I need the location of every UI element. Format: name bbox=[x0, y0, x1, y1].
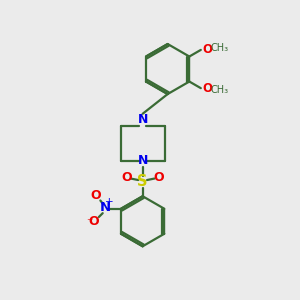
Text: ⁻: ⁻ bbox=[86, 216, 92, 229]
Text: O: O bbox=[202, 44, 212, 56]
Text: S: S bbox=[137, 174, 148, 189]
Text: N: N bbox=[100, 201, 111, 214]
Text: CH₃: CH₃ bbox=[210, 44, 228, 53]
Text: O: O bbox=[153, 171, 164, 184]
Text: N: N bbox=[137, 154, 148, 167]
Text: CH₃: CH₃ bbox=[210, 85, 228, 94]
Text: O: O bbox=[122, 171, 132, 184]
Text: O: O bbox=[202, 82, 212, 95]
Text: N: N bbox=[137, 112, 148, 126]
Text: O: O bbox=[88, 215, 99, 228]
Text: O: O bbox=[91, 189, 101, 202]
Text: +: + bbox=[105, 197, 113, 207]
